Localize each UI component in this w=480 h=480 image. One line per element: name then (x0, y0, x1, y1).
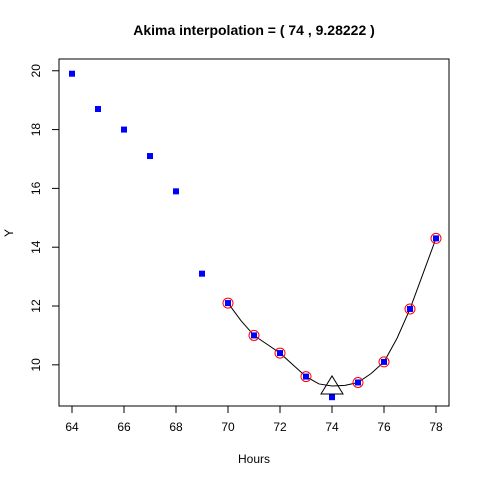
data-point (277, 350, 283, 357)
data-point (355, 379, 361, 386)
data-point (251, 332, 257, 339)
x-axis: 64 66 68 70 72 74 76 78 (65, 406, 443, 434)
fit-point-circle (222, 297, 234, 309)
y-axis: 10 12 14 16 18 20 (29, 64, 59, 372)
fit-point-circle (430, 232, 442, 244)
y-tick-label: 18 (29, 123, 43, 137)
interpolated-point-triangle (320, 374, 344, 395)
fit-point-circle (352, 376, 364, 388)
fit-point-circle (378, 356, 390, 368)
y-tick-label: 16 (29, 181, 43, 195)
plot-frame (58, 58, 450, 407)
y-tick-label: 20 (29, 64, 43, 78)
x-tick-label: 78 (429, 420, 443, 434)
data-point (433, 235, 439, 242)
data-point (225, 300, 231, 307)
interpolation-curve (227, 238, 437, 387)
x-tick-label: 68 (169, 420, 183, 434)
x-tick-label: 66 (117, 420, 131, 434)
chart-marks (69, 70, 442, 401)
y-axis-label: Y (2, 229, 16, 237)
fit-point-circle (404, 303, 416, 315)
data-point (199, 270, 205, 277)
x-tick-label: 64 (65, 420, 79, 434)
x-tick-label: 72 (273, 420, 287, 434)
x-tick-label: 74 (325, 420, 339, 434)
y-tick-label: 12 (29, 299, 43, 313)
x-tick-label: 76 (377, 420, 391, 434)
fit-point-circle (248, 329, 260, 341)
chart-title: Akima interpolation = ( 74 , 9.28222 ) (133, 22, 375, 38)
data-point (407, 305, 413, 312)
data-point (329, 394, 335, 401)
x-tick-label: 70 (221, 420, 235, 434)
data-point (173, 188, 179, 195)
data-point (95, 105, 101, 112)
y-tick-label: 14 (29, 240, 43, 254)
fit-point-circle (274, 347, 286, 359)
y-tick-label: 10 (29, 358, 43, 372)
data-point (121, 126, 127, 133)
data-point (303, 373, 309, 380)
fit-point-circle (300, 371, 312, 383)
data-point (69, 70, 75, 77)
data-point (147, 153, 153, 160)
data-point (381, 358, 387, 365)
x-axis-label: Hours (238, 452, 270, 466)
